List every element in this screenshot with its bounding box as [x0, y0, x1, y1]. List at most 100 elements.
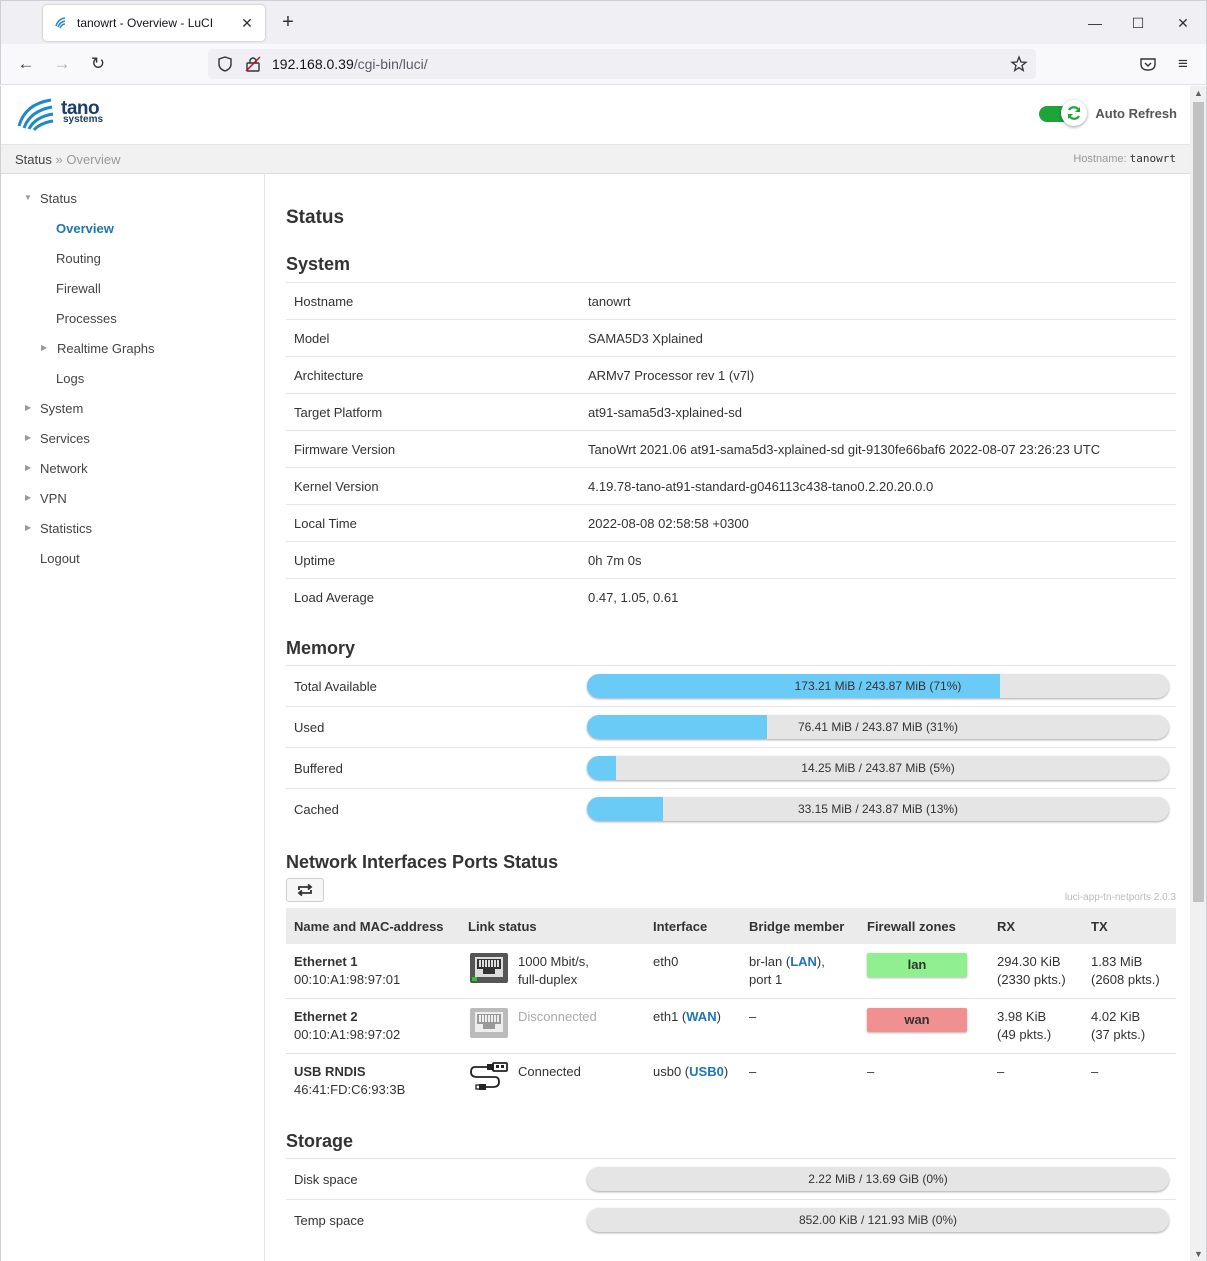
tab-title: tanowrt - Overview - LuCI	[77, 16, 214, 30]
tx-cell: 1.83 MiB (2608 pkts.)	[1091, 953, 1160, 989]
back-icon[interactable]: ←	[17, 54, 35, 73]
lan-link[interactable]: LAN	[790, 954, 817, 969]
new-tab-icon[interactable]: +	[282, 11, 294, 33]
shield-icon[interactable]	[216, 55, 234, 73]
sidebar-item-firewall[interactable]: Firewall	[56, 281, 101, 296]
sidebar-item-routing[interactable]: Routing	[56, 251, 101, 266]
sidebar-item-services[interactable]: Services	[40, 431, 90, 446]
auto-refresh-toggle[interactable]	[1039, 100, 1088, 126]
progress-text: 852.00 KiB / 121.93 MiB (0%)	[798, 1213, 958, 1227]
logo[interactable]: tano systems	[15, 94, 103, 134]
tx-cell: –	[1091, 1064, 1099, 1079]
tx-cell: 4.02 KiB (37 pkts.)	[1091, 1008, 1145, 1044]
link-status-cell: 1000 Mbit/s, full-duplex	[518, 953, 589, 989]
bridge-port: port 1	[749, 972, 783, 987]
menu-icon[interactable]: ≡	[1178, 54, 1188, 73]
link-duplex: full-duplex	[518, 972, 578, 987]
auto-refresh-label: Auto Refresh	[1095, 105, 1177, 121]
scrollbar-thumb[interactable]	[1193, 102, 1204, 902]
firewall-zone-cell: –	[867, 1064, 875, 1079]
tano-logo-icon	[17, 98, 54, 132]
ports-table-header: Name and MAC-address Link status Interfa…	[286, 908, 1176, 944]
interface-cell: eth1 (WAN)	[653, 1008, 721, 1026]
minimize-icon[interactable]: —	[1088, 15, 1102, 31]
bookmark-star-icon[interactable]	[1010, 55, 1028, 73]
row-label: Local Time	[294, 516, 357, 531]
tx-bytes: 1.83 MiB	[1091, 954, 1143, 969]
browser-tab[interactable]: tanowrt - Overview - LuCI ✕	[43, 5, 265, 41]
tx-packets: (37 pkts.)	[1091, 1027, 1146, 1042]
row-value: TanoWrt 2021.06 at91-sama5d3-xplained-sd…	[588, 442, 1101, 457]
ports-section-title: Network Interfaces Ports Status	[286, 852, 559, 872]
rx-cell: –	[997, 1064, 1005, 1079]
bridge-text: br-lan (	[749, 954, 791, 969]
col-header-interface: Interface	[653, 919, 708, 934]
table-row: USB RNDIS 46:41:FD:C6:93:3B Connected us…	[286, 1054, 1176, 1109]
url-bar[interactable]: 192.168.0.39/cgi-bin/luci/	[208, 49, 1036, 79]
row-label: Hostname	[294, 294, 354, 309]
progress-text: 173.21 MiB / 243.87 MiB (71%)	[794, 679, 962, 693]
row-label: Buffered	[294, 761, 343, 776]
maximize-icon[interactable]: ☐	[1131, 15, 1145, 31]
refresh-icon	[1068, 106, 1081, 120]
sidebar-item-system[interactable]: System	[40, 401, 84, 416]
favicon-icon	[55, 17, 66, 29]
rx-bytes: 294.30 KiB	[997, 954, 1061, 969]
row-label: Cached	[294, 802, 339, 817]
row-label: Used	[294, 720, 325, 735]
sidebar-item-logs[interactable]: Logs	[56, 371, 85, 386]
pocket-icon[interactable]	[1139, 55, 1157, 73]
system-row-architecture: Architecture ARMv7 Processor rev 1 (v7l)	[286, 356, 1176, 393]
auto-refresh-control[interactable]: Auto Refresh	[1039, 100, 1177, 126]
window-close-icon[interactable]: ✕	[1177, 15, 1189, 31]
breadcrumb-overview: Overview	[66, 152, 121, 167]
port-name: USB RNDIS	[294, 1064, 366, 1079]
bridge-text: ),	[816, 954, 825, 969]
memory-row-buffered: Buffered 14.25 MiB / 243.87 MiB (5%)	[286, 747, 1176, 788]
collapsed-caret-icon: ▶	[25, 493, 32, 502]
sidebar: ▼ Status Overview Routing Firewall Proce…	[1, 174, 265, 1261]
breadcrumb-bar: Status » Overview Hostname: tanowrt	[1, 144, 1190, 174]
sidebar-item-overview[interactable]: Overview	[56, 221, 114, 236]
ports-refresh-button[interactable]	[286, 878, 324, 902]
row-label: Load Average	[294, 590, 374, 605]
breadcrumb: Status » Overview	[15, 152, 121, 167]
sidebar-item-processes[interactable]: Processes	[56, 311, 117, 326]
memory-row-total-available: Total Available 173.21 MiB / 243.87 MiB …	[286, 665, 1176, 706]
table-row: Ethernet 2 00:10:A1:98:97:02 Disconnecte…	[286, 999, 1176, 1054]
scroll-up-icon[interactable]: ▲	[1194, 88, 1203, 98]
sidebar-item-logout[interactable]: Logout	[40, 551, 80, 566]
wan-link[interactable]: WAN	[686, 1009, 717, 1024]
usb0-link[interactable]: USB0	[689, 1064, 724, 1079]
link-status-cell: Connected	[518, 1064, 581, 1079]
reload-icon[interactable]: ↻	[90, 54, 106, 73]
row-value: 2022-08-08 02:58:58 +0300	[588, 516, 749, 531]
breadcrumb-status[interactable]: Status	[15, 152, 52, 167]
storage-row-temp-space: Temp space 852.00 KiB / 121.93 MiB (0%)	[286, 1199, 1176, 1240]
storage-row-disk-space: Disk space 2.22 MiB / 13.69 GiB (0%)	[286, 1158, 1176, 1199]
url-text[interactable]: 192.168.0.39/cgi-bin/luci/	[272, 56, 428, 72]
tab-close-icon[interactable]: ✕	[241, 14, 253, 31]
storage-progress-bar: 2.22 MiB / 13.69 GiB (0%)	[587, 1167, 1169, 1191]
hostname-label: Hostname:	[1073, 153, 1127, 165]
progress-text: 76.41 MiB / 243.87 MiB (31%)	[797, 720, 959, 734]
system-section-title: System	[286, 254, 351, 274]
expanded-caret-icon: ▼	[24, 193, 32, 202]
page-scrollbar[interactable]: ▲ ▼	[1190, 86, 1207, 1261]
sidebar-item-network[interactable]: Network	[40, 461, 88, 476]
memory-progress-bar: 14.25 MiB / 243.87 MiB (5%)	[587, 756, 1169, 780]
scroll-down-icon[interactable]: ▼	[1194, 1249, 1203, 1259]
insecure-lock-icon[interactable]	[245, 55, 261, 73]
sidebar-item-realtime-graphs[interactable]: Realtime Graphs	[57, 341, 155, 356]
sidebar-item-vpn[interactable]: VPN	[40, 491, 67, 506]
browser-tab-bar: tanowrt - Overview - LuCI ✕ + — ☐ ✕	[0, 0, 1207, 44]
row-label: Architecture	[294, 368, 364, 383]
collapsed-caret-icon: ▶	[41, 343, 48, 352]
sidebar-item-status[interactable]: Status	[40, 191, 77, 206]
breadcrumb-separator: »	[55, 152, 63, 167]
collapsed-caret-icon: ▶	[25, 463, 32, 472]
rx-packets: (49 pkts.)	[997, 1027, 1052, 1042]
row-label: Firmware Version	[294, 442, 396, 457]
forward-icon[interactable]: →	[53, 54, 71, 73]
sidebar-item-statistics[interactable]: Statistics	[40, 521, 93, 536]
